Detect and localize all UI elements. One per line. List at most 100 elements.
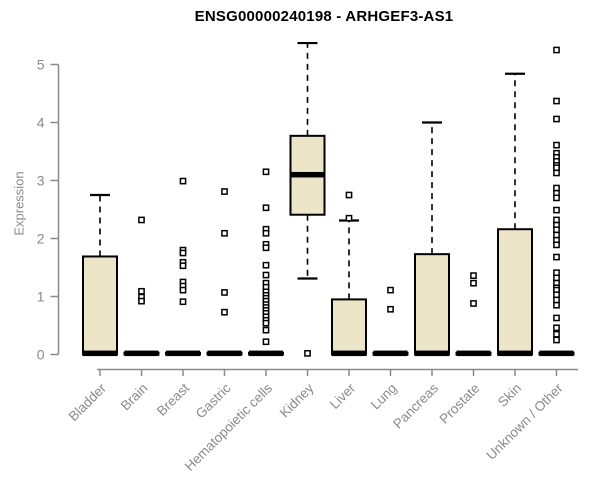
outlier-point — [553, 184, 560, 192]
outlier-point — [553, 274, 560, 282]
outlier-point — [553, 231, 560, 239]
box — [82, 255, 118, 356]
median-line — [124, 350, 159, 357]
box — [414, 253, 450, 356]
boxplot-skin — [497, 72, 533, 357]
outlier-point — [553, 141, 560, 149]
outlier-point — [179, 262, 187, 270]
outlier-point — [553, 169, 560, 177]
outlier-point — [304, 349, 311, 357]
boxplot-unknown-other — [538, 46, 575, 357]
outlier-point — [553, 269, 560, 277]
outlier-point — [470, 272, 477, 279]
median-line — [249, 350, 283, 357]
outlier-point — [553, 253, 560, 261]
median-line — [415, 350, 449, 357]
outlier-point — [553, 241, 560, 249]
x-tick-label-gastric: Gastric — [193, 380, 234, 421]
x-tick-label-pancreas: Pancreas — [390, 380, 441, 431]
x-tick-label-brain: Brain — [118, 381, 151, 414]
outlier-point — [470, 300, 477, 307]
median-line — [83, 350, 117, 357]
x-tick-label-lung: Lung — [368, 381, 400, 413]
outlier-point — [221, 308, 228, 316]
outlier-point — [138, 216, 145, 224]
outlier-point — [262, 319, 270, 327]
boxplot-liver — [331, 191, 367, 357]
y-tick-label: 5 — [37, 57, 45, 73]
outlier-point — [387, 305, 394, 313]
median-line — [373, 350, 408, 357]
y-tick-label: 2 — [37, 231, 45, 247]
outlier-point — [262, 229, 270, 237]
outlier-point — [138, 297, 145, 305]
outlier-point — [262, 204, 270, 212]
outlier-point — [179, 298, 187, 306]
x-tick-label-bladder: Bladder — [66, 380, 110, 424]
outlier-point — [262, 244, 270, 252]
outlier-point — [179, 249, 187, 257]
boxplot-breast — [165, 177, 201, 357]
x-tick-label-unknown-other: Unknown / Other — [483, 380, 566, 463]
box — [331, 298, 367, 356]
median-line — [207, 350, 242, 357]
outlier-point — [553, 194, 560, 202]
outlier-point — [262, 271, 270, 279]
outlier-point — [179, 286, 187, 294]
median-line — [498, 350, 532, 357]
outlier-point — [553, 164, 560, 172]
y-tick-label: 1 — [37, 289, 45, 305]
boxplot-kidney — [289, 41, 326, 357]
y-tick-label: 4 — [37, 115, 45, 131]
x-tick-label-breast: Breast — [154, 380, 192, 418]
outlier-point — [553, 216, 560, 224]
y-tick-label: 0 — [37, 347, 45, 363]
median-line — [290, 171, 325, 178]
outlier-point — [553, 336, 560, 344]
outlier-point — [262, 338, 270, 346]
outlier-point — [262, 326, 270, 334]
outlier-point — [470, 279, 477, 287]
x-tick-label-skin: Skin — [495, 381, 524, 410]
outlier-point — [553, 330, 560, 338]
boxplot-brain — [123, 216, 160, 357]
boxplot-pancreas — [414, 121, 450, 357]
boxplot-lung — [372, 286, 409, 357]
x-tick-label-prostate: Prostate — [436, 381, 482, 427]
x-tick-label-kidney: Kidney — [277, 380, 317, 420]
outlier-point — [262, 168, 270, 176]
outlier-point — [262, 261, 270, 269]
outlier-point — [221, 188, 228, 195]
median-line — [456, 350, 491, 357]
median-line — [539, 350, 574, 357]
outlier-point — [387, 286, 394, 294]
boxplot-prostate — [455, 272, 492, 357]
boxplot-hematopoietic-cells — [248, 168, 284, 357]
outlier-point — [553, 324, 560, 332]
boxplot-gastric — [206, 188, 243, 357]
outlier-point — [553, 226, 560, 234]
chart-title: ENSG00000240198 - ARHGEF3-AS1 — [194, 8, 454, 25]
median-line — [166, 350, 200, 357]
outlier-point — [553, 46, 560, 54]
outlier-point — [221, 289, 228, 296]
box — [497, 228, 533, 356]
boxplot-bladder — [82, 193, 118, 357]
median-line — [332, 350, 366, 357]
outlier-point — [553, 296, 560, 304]
outlier-point — [553, 97, 560, 105]
y-tick-label: 3 — [37, 173, 45, 189]
outlier-point — [553, 301, 560, 309]
outlier-point — [345, 214, 353, 222]
outlier-point — [179, 177, 187, 185]
y-axis-label: Expression — [11, 171, 27, 236]
outlier-point — [138, 287, 145, 295]
outlier-point — [553, 115, 560, 123]
x-tick-label-liver: Liver — [327, 380, 359, 412]
outlier-point — [553, 206, 560, 214]
outlier-point — [553, 314, 560, 322]
outlier-point — [345, 191, 353, 199]
outlier-point — [221, 229, 228, 237]
